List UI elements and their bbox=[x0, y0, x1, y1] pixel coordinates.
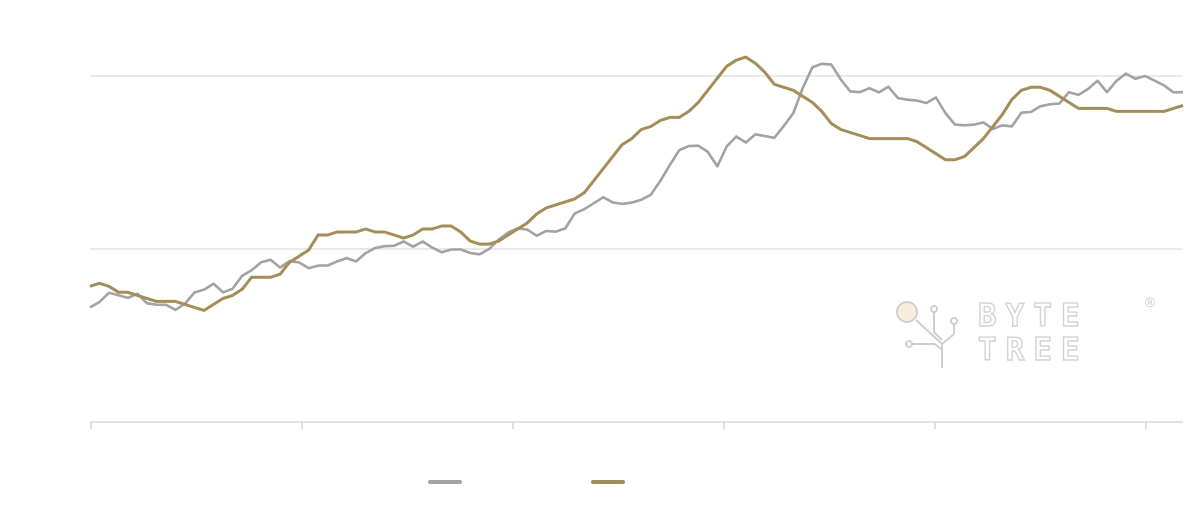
series-line-1 bbox=[89, 62, 1184, 312]
legend-swatch-1 bbox=[428, 480, 462, 484]
x-axis bbox=[90, 421, 1183, 429]
series-lines bbox=[89, 55, 1184, 312]
legend bbox=[0, 470, 1200, 494]
legend-swatch-2 bbox=[591, 480, 625, 484]
legend-item-1 bbox=[428, 470, 462, 494]
legend-item-2 bbox=[591, 470, 625, 494]
circuit-icon bbox=[896, 301, 958, 368]
gridlines bbox=[90, 75, 1183, 250]
series-line-2 bbox=[89, 55, 1184, 312]
bytetree-watermark-logo: BYTE TREE ® bbox=[890, 294, 1170, 376]
